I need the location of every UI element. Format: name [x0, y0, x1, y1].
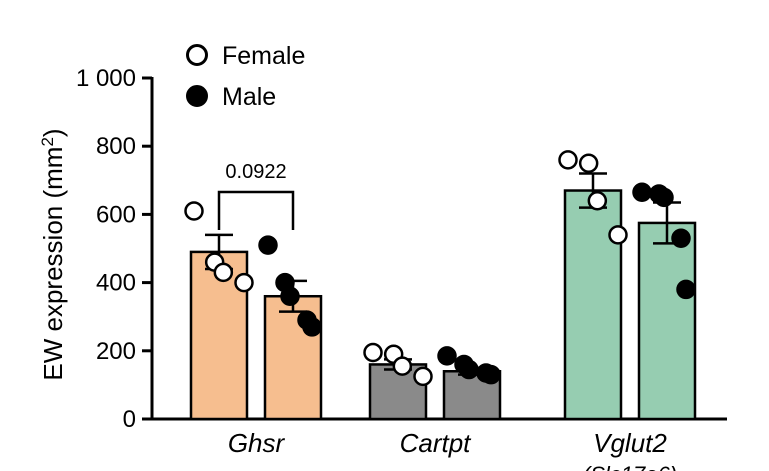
x-tick-label: Ghsr	[228, 428, 286, 458]
significance-bracket	[217, 190, 295, 230]
y-tick-label: 600	[96, 201, 136, 228]
female-point	[213, 262, 234, 283]
x-tick-label: Cartpt	[400, 428, 473, 458]
male-point	[258, 235, 278, 255]
female-point	[392, 356, 413, 376]
p-value-annotation: 0.0922	[225, 161, 286, 183]
male-point	[676, 279, 696, 300]
y-tick-label: 200	[96, 338, 136, 365]
male-point	[459, 359, 479, 380]
x-tick-label: Vglut2	[593, 428, 667, 458]
legend-marker	[186, 85, 208, 107]
bar	[637, 221, 697, 421]
y-axis-label: EW expression (mm2)	[38, 128, 69, 380]
male-point	[481, 364, 501, 385]
female-point	[558, 150, 578, 170]
x-tick-sublabel: (Slc17a6)	[583, 462, 677, 471]
female-point	[608, 225, 628, 245]
female-point	[578, 153, 599, 173]
male-point	[654, 187, 674, 208]
bar	[563, 189, 623, 421]
legend-label: Male	[222, 83, 276, 111]
y-tick-label: 0	[123, 406, 136, 433]
y-tick-label: 400	[96, 270, 136, 297]
male-point	[437, 346, 457, 366]
female-point	[234, 272, 254, 293]
male-point	[280, 286, 300, 306]
legend-marker	[186, 44, 208, 66]
female-point	[413, 366, 433, 387]
female-point	[587, 191, 608, 211]
female-point	[184, 201, 204, 221]
legend-label: Female	[222, 42, 305, 70]
male-point	[671, 228, 691, 249]
y-tick-label: 800	[96, 133, 136, 160]
y-tick-label: 1 000	[76, 65, 136, 92]
female-point	[363, 342, 383, 363]
male-point	[302, 317, 322, 337]
male-point	[632, 182, 652, 202]
